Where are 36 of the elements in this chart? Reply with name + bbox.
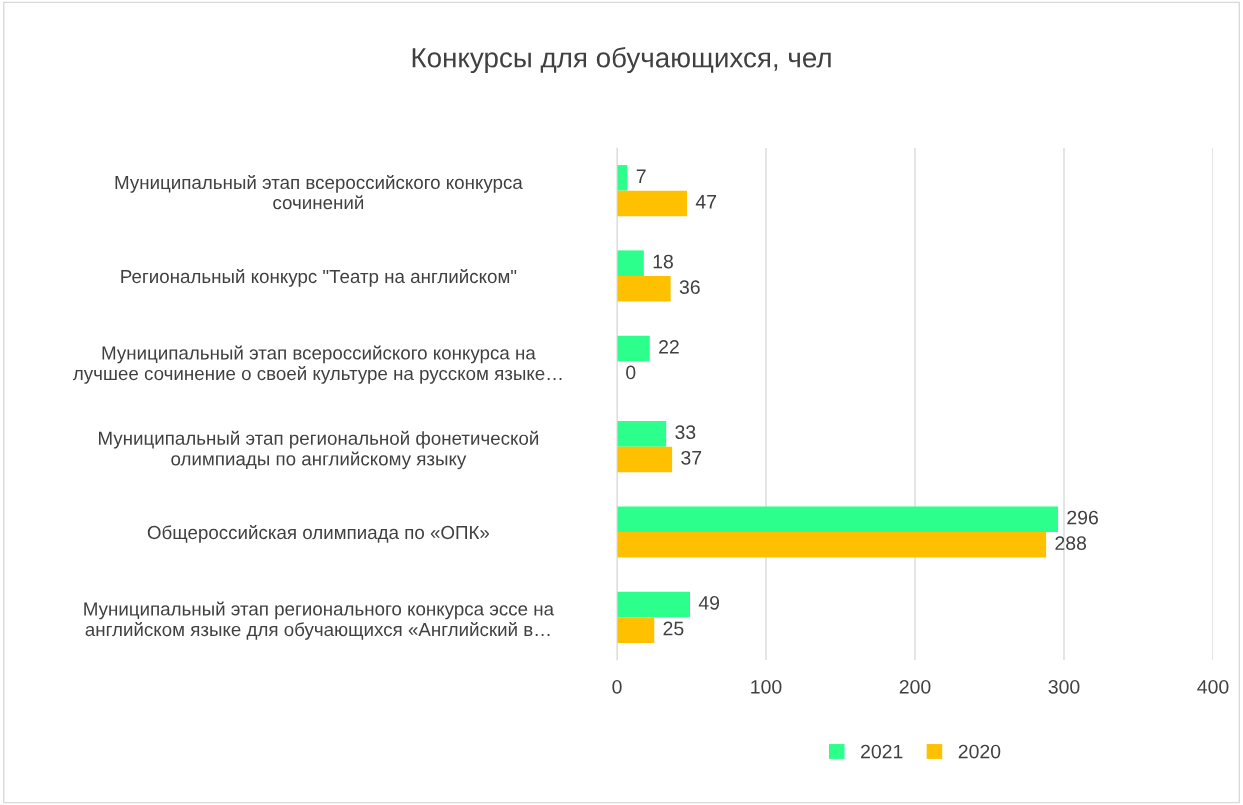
x-tick-label: 0: [612, 679, 622, 694]
bar: [617, 276, 671, 302]
data-label: 33: [675, 425, 696, 440]
data-label: 7: [636, 169, 646, 183]
data-label: 22: [659, 339, 679, 354]
bar: [617, 250, 644, 276]
bar: [617, 506, 1059, 532]
data-label: 296: [1067, 510, 1098, 525]
bar: [617, 446, 673, 473]
bar: [617, 335, 650, 362]
data-label: 49: [698, 595, 720, 610]
y-tick-label: Муниципальный этап всероссийского конкурса на лучшее сочинение о своей культуре на русском языке…: [72, 345, 562, 384]
y-tick-label: Региональный конкурс "Театр на английском": [121, 269, 517, 287]
x-tick-label: 300: [1048, 679, 1080, 694]
data-label: 25: [663, 621, 684, 636]
data-label: 18: [653, 254, 673, 269]
y-tick-label: Муниципальный этап регионального конкурса эссе на английском языке для обучающихся «Английский в…: [84, 601, 555, 640]
bar: [617, 190, 688, 217]
y-tick-label: Муниципальный этап всероссийского конкурса сочинений: [115, 174, 523, 210]
bar: [617, 591, 691, 618]
legend-label: 2021: [861, 744, 903, 759]
bar: [617, 617, 655, 643]
data-label: 47: [695, 195, 717, 209]
x-tick-label: 200: [899, 679, 931, 694]
x-tick-label: 400: [1197, 679, 1229, 694]
y-tick-label: Муниципальный этап региональной фонетической олимпиады по английскому языку: [99, 430, 539, 470]
data-label: 37: [681, 450, 702, 465]
legend-label: 2020: [958, 744, 1001, 759]
bar: [617, 532, 1047, 558]
x-tick-label: 100: [751, 679, 782, 694]
data-label: 288: [1055, 536, 1087, 551]
bar: [617, 421, 667, 447]
data-label: 0: [626, 365, 636, 380]
y-tick-label: Общероссийская олимпиада по «ОПК»: [147, 525, 490, 543]
chart-title: Конкурсы для обучающихся, чел: [412, 46, 831, 74]
data-label: 36: [679, 280, 700, 295]
